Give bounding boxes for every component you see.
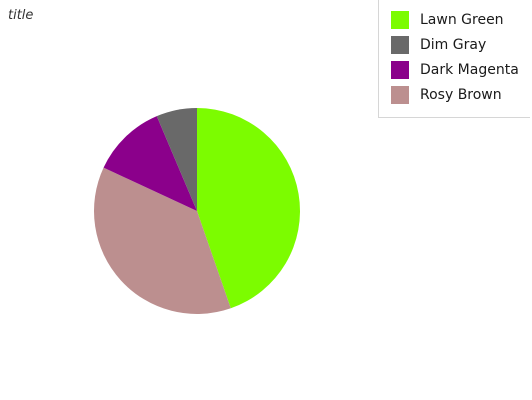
pie-slice-dark-magenta xyxy=(103,116,197,211)
legend-swatch xyxy=(391,61,409,79)
pie-slice-dim-gray xyxy=(156,108,197,211)
legend-item-dim-gray: Dim Gray xyxy=(391,36,486,54)
legend-label: Rosy Brown xyxy=(420,87,502,103)
legend-swatch xyxy=(391,86,409,104)
legend-swatch xyxy=(391,36,409,54)
legend-item-dark-magenta: Dark Magenta xyxy=(391,61,519,79)
pie-slice-rosy-brown xyxy=(94,167,231,314)
legend-item-lawn-green: Lawn Green xyxy=(391,11,504,29)
legend-label: Dim Gray xyxy=(420,37,487,53)
legend: Lawn Green Dim Gray Dark Magenta Rosy Br… xyxy=(378,0,530,118)
legend-item-rosy-brown: Rosy Brown xyxy=(391,86,502,104)
legend-label: Dark Magenta xyxy=(420,62,519,78)
chart-title: title xyxy=(8,8,34,23)
legend-label: Lawn Green xyxy=(420,12,504,28)
pie-slice-lawn-green xyxy=(197,108,300,309)
legend-swatch xyxy=(391,11,409,29)
